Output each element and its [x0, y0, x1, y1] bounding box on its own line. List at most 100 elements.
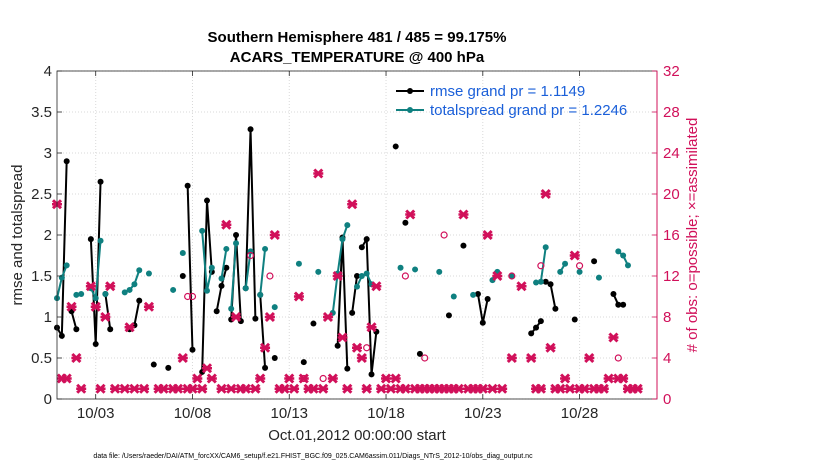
data-point [610, 291, 617, 298]
series-line [259, 248, 267, 295]
data-point [537, 278, 544, 285]
obs-assimilated-marker [71, 352, 82, 364]
plot-area [51, 126, 643, 394]
legend-label: rmse grand pr = 1.1149 [430, 83, 585, 100]
data-point [242, 285, 249, 292]
obs-assimilated-marker [376, 383, 387, 394]
data-point [547, 281, 554, 288]
y-tick-label: 0.5 [31, 350, 52, 367]
obs-assimilated-marker [487, 383, 498, 394]
data-point [223, 264, 230, 271]
axes: 10/03 10/08 10/13 10/18 10/23 10/28 0 0.5 1 1.5 2 2… [31, 63, 680, 422]
obs-assimilated-marker [95, 383, 106, 394]
data-point [358, 273, 365, 279]
data-point [218, 282, 225, 289]
data-point [615, 301, 622, 308]
data-point [533, 279, 540, 286]
x-tick-label: 10/23 [464, 405, 502, 422]
obs-assimilated-marker [260, 342, 271, 353]
data-point [542, 244, 549, 251]
obs-assimilated-marker [632, 383, 643, 394]
data-point [392, 143, 399, 150]
obs-assimilated-marker [322, 311, 334, 323]
obs-assimilated-marker [158, 383, 169, 394]
legend-swatch-marker [407, 88, 413, 94]
data-point [363, 236, 370, 243]
y-tick-label: 3.5 [31, 104, 52, 121]
data-point [552, 305, 559, 312]
obs-assimilated-marker [545, 342, 556, 353]
data-point [557, 268, 564, 275]
obs-assimilated-marker [516, 281, 527, 292]
data-point [436, 268, 443, 275]
series-line [351, 275, 358, 314]
y-right-tick-label: 16 [663, 227, 680, 244]
data-point [136, 267, 143, 274]
series-line [244, 251, 252, 289]
data-point [247, 126, 254, 133]
obs-possible-marker [421, 354, 429, 362]
data-point [213, 308, 220, 315]
obs-possible-marker [401, 272, 409, 280]
series-line [104, 293, 112, 330]
data-point [179, 273, 186, 279]
obs-assimilated-marker [390, 373, 401, 384]
obs-assimilated-marker [289, 383, 300, 394]
series-line [220, 248, 228, 279]
data-point [257, 291, 264, 298]
data-point [145, 270, 152, 277]
data-point [199, 227, 206, 234]
obs-assimilated-marker [221, 219, 232, 230]
legend-item: totalspread grand pr = 1.2246 [396, 102, 627, 119]
legend-swatch-marker [407, 107, 413, 113]
obs-assimilated-marker [453, 383, 464, 394]
data-point [58, 274, 65, 281]
obs-assimilated-marker [405, 209, 416, 220]
obs-possible-marker [575, 262, 584, 270]
obs-possible-marker [363, 344, 371, 352]
obs-assimilated-marker [119, 383, 130, 394]
obs-assimilated-marker [250, 383, 261, 394]
data-point [73, 291, 80, 298]
obs-assimilated-marker [351, 342, 363, 353]
obs-assimilated-marker [400, 383, 411, 394]
y-tick-label: 2 [44, 227, 52, 244]
data-point [271, 304, 278, 311]
obs-assimilated-marker [279, 383, 290, 394]
y-right-tick-label: 24 [663, 145, 680, 162]
y-right-tick-label: 0 [663, 391, 671, 408]
obs-assimilated-marker [598, 383, 609, 394]
data-point [92, 341, 99, 348]
y-right-tick-label: 12 [663, 268, 680, 285]
obs-assimilated-marker [226, 383, 237, 394]
data-point [63, 262, 70, 269]
obs-assimilated-marker [66, 301, 77, 312]
y-tick-label: 3 [44, 145, 52, 162]
obs-possible-marker [188, 292, 197, 301]
obs-assimilated-marker [318, 383, 329, 394]
obs-assimilated-marker [540, 188, 551, 200]
series-line [360, 235, 378, 375]
data-point [228, 305, 235, 312]
obs-assimilated-marker [603, 373, 614, 384]
obs-assimilated-marker [187, 383, 198, 394]
data-point [208, 264, 215, 271]
data-point [126, 286, 133, 293]
data-point [315, 268, 322, 275]
data-point [576, 268, 583, 275]
data-point [165, 364, 172, 371]
data-point [354, 283, 360, 290]
data-file-note: data file: /Users/raeder/DAI/ATM_forcXX/… [93, 453, 533, 460]
data-point [204, 287, 210, 294]
x-tick-label: 10/18 [367, 405, 405, 422]
obs-assimilated-marker [264, 311, 275, 323]
obs-possible-marker [614, 354, 622, 362]
obs-assimilated-marker [192, 373, 203, 384]
y-axis-label: rmse and totalspread [9, 165, 26, 306]
y-right-tick-label: 28 [663, 104, 680, 121]
x-tick-label: 10/28 [561, 405, 599, 422]
data-point [358, 244, 365, 251]
y-tick-label: 0 [44, 391, 52, 408]
obs-possible-marker [246, 251, 255, 260]
data-point [97, 178, 104, 185]
